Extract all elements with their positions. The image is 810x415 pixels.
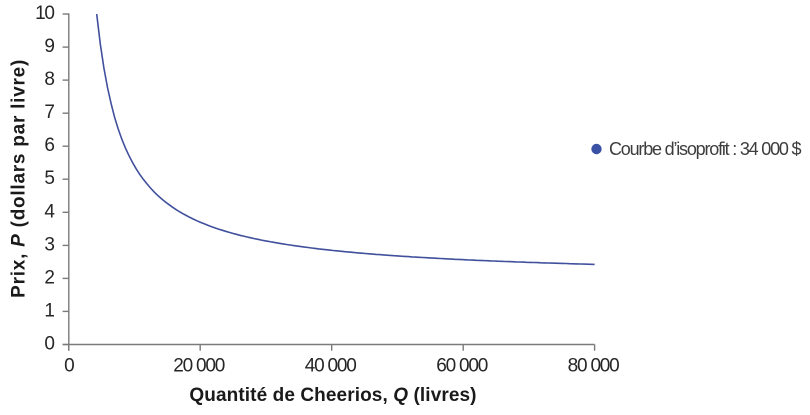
svg-text:60 000: 60 000 [436, 355, 488, 376]
svg-text:Courbe d’isoprofit : 34 000 $: Courbe d’isoprofit : 34 000 $ [609, 139, 802, 159]
svg-text:1: 1 [44, 300, 54, 321]
svg-text:Quantité de Cheerios, Q (livre: Quantité de Cheerios, Q (livres) [189, 385, 476, 406]
svg-text:80 000: 80 000 [568, 355, 620, 376]
svg-text:4: 4 [44, 201, 55, 222]
svg-text:Prix, P (dollars par livre): Prix, P (dollars par livre) [9, 59, 30, 298]
svg-text:20 000: 20 000 [173, 355, 225, 376]
svg-text:9: 9 [44, 36, 54, 57]
svg-text:0: 0 [44, 334, 54, 355]
svg-text:3: 3 [44, 234, 54, 255]
svg-text:10: 10 [35, 3, 54, 24]
svg-text:0: 0 [64, 355, 74, 376]
svg-text:8: 8 [44, 69, 54, 90]
svg-text:2: 2 [44, 267, 54, 288]
svg-text:5: 5 [44, 168, 54, 189]
svg-text:7: 7 [44, 102, 54, 123]
svg-text:6: 6 [44, 135, 54, 156]
svg-text:40 000: 40 000 [305, 355, 357, 376]
